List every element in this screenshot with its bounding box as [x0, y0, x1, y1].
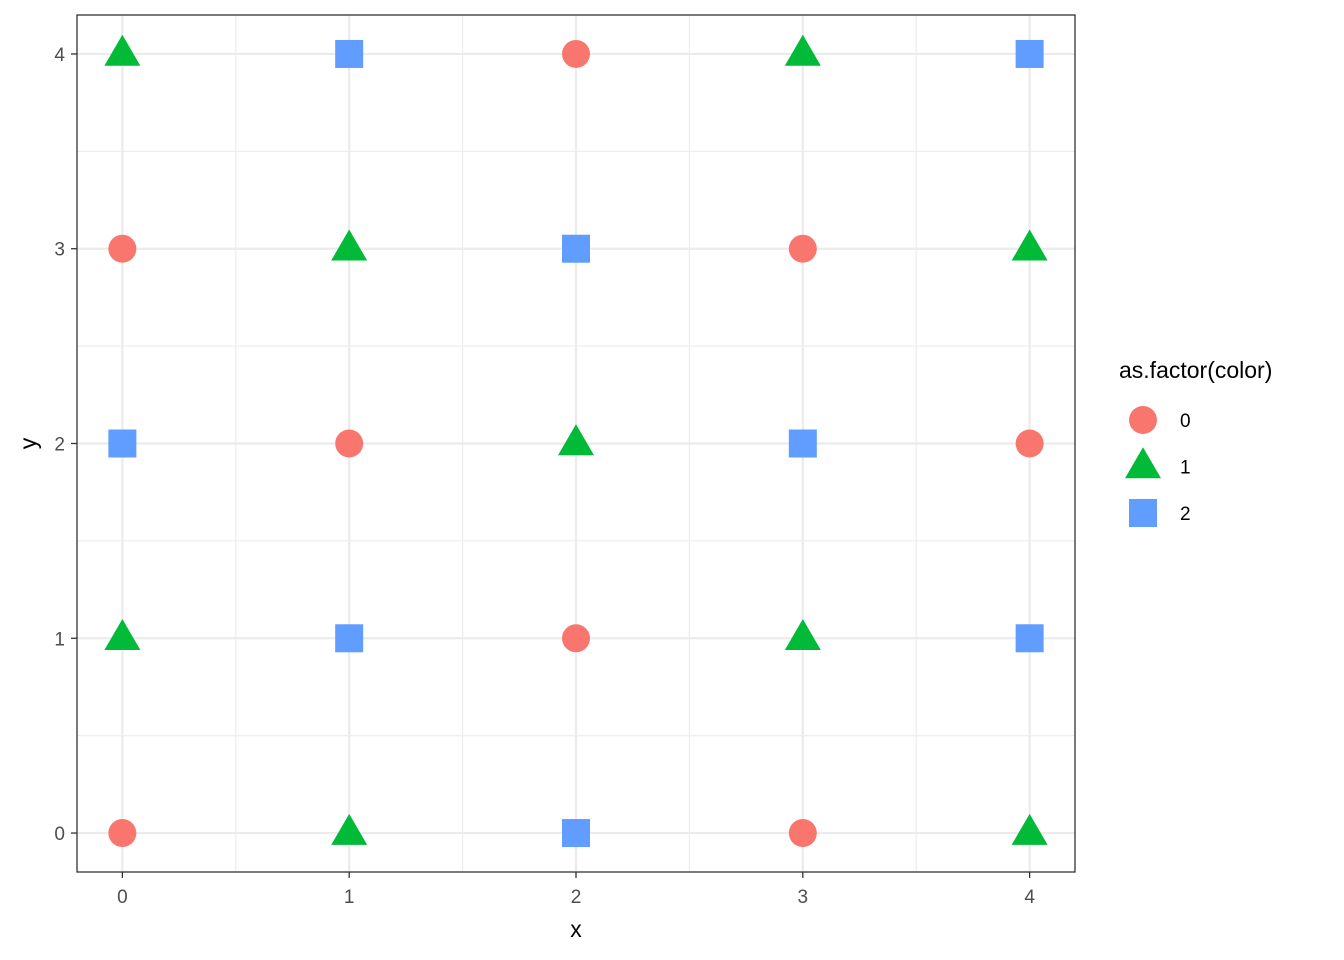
data-point-triangle: [784, 34, 821, 66]
legend-entries: 0 1 2: [1125, 406, 1191, 527]
legend-entry: 2: [1129, 499, 1191, 527]
y-tick-label: 3: [54, 240, 65, 261]
data-point-triangle: [1011, 229, 1048, 261]
legend-title: as.factor(color): [1119, 357, 1272, 383]
legend-label: 1: [1180, 458, 1191, 479]
data-point-triangle: [331, 813, 368, 845]
data-point-square: [335, 39, 364, 68]
x-axis: 0 1 2 3 4: [117, 872, 1035, 908]
y-tick-label: 0: [54, 824, 65, 845]
y-tick-label: 1: [54, 629, 65, 650]
data-point-triangle: [104, 34, 141, 66]
data-point-triangle: [104, 619, 141, 651]
y-tick-label: 2: [54, 435, 65, 456]
data-point-triangle: [331, 229, 368, 261]
x-tick-label: 3: [798, 887, 809, 908]
x-tick-label: 4: [1024, 887, 1035, 908]
legend-label: 2: [1180, 504, 1191, 525]
data-point-square: [562, 819, 590, 848]
data-point-square: [562, 234, 590, 263]
data-point-triangle: [558, 424, 594, 456]
x-tick-label: 1: [344, 887, 355, 908]
data-point-square: [335, 624, 364, 653]
x-tick-label: 2: [571, 887, 582, 908]
data-point-square: [108, 429, 137, 458]
data-point-square: [788, 429, 817, 458]
data-points: [104, 34, 1048, 848]
legend-key-square: [1129, 499, 1157, 527]
x-tick-label: 0: [117, 887, 128, 908]
data-point-circle: [562, 624, 590, 653]
legend-label: 0: [1180, 411, 1191, 432]
data-point-circle: [335, 429, 364, 458]
data-point-circle: [788, 234, 817, 263]
data-point-square: [1015, 624, 1044, 653]
legend-key-circle: [1129, 406, 1157, 434]
legend: as.factor(color) 0 1 2: [1119, 357, 1272, 527]
data-point-circle: [108, 234, 137, 263]
y-axis: 0 1 2 3 4: [54, 45, 77, 845]
data-point-triangle: [1011, 813, 1048, 845]
data-point-triangle: [784, 619, 821, 651]
data-point-circle: [562, 39, 590, 68]
x-axis-title: x: [570, 916, 582, 942]
y-tick-label: 4: [54, 45, 65, 66]
legend-entry: 1: [1125, 447, 1191, 479]
data-point-square: [1015, 39, 1044, 68]
data-point-circle: [108, 819, 137, 848]
data-point-circle: [788, 819, 817, 848]
data-point-circle: [1015, 429, 1044, 458]
legend-entry: 0: [1129, 406, 1191, 434]
y-axis-title: y: [15, 437, 41, 449]
legend-key-triangle: [1125, 447, 1161, 479]
